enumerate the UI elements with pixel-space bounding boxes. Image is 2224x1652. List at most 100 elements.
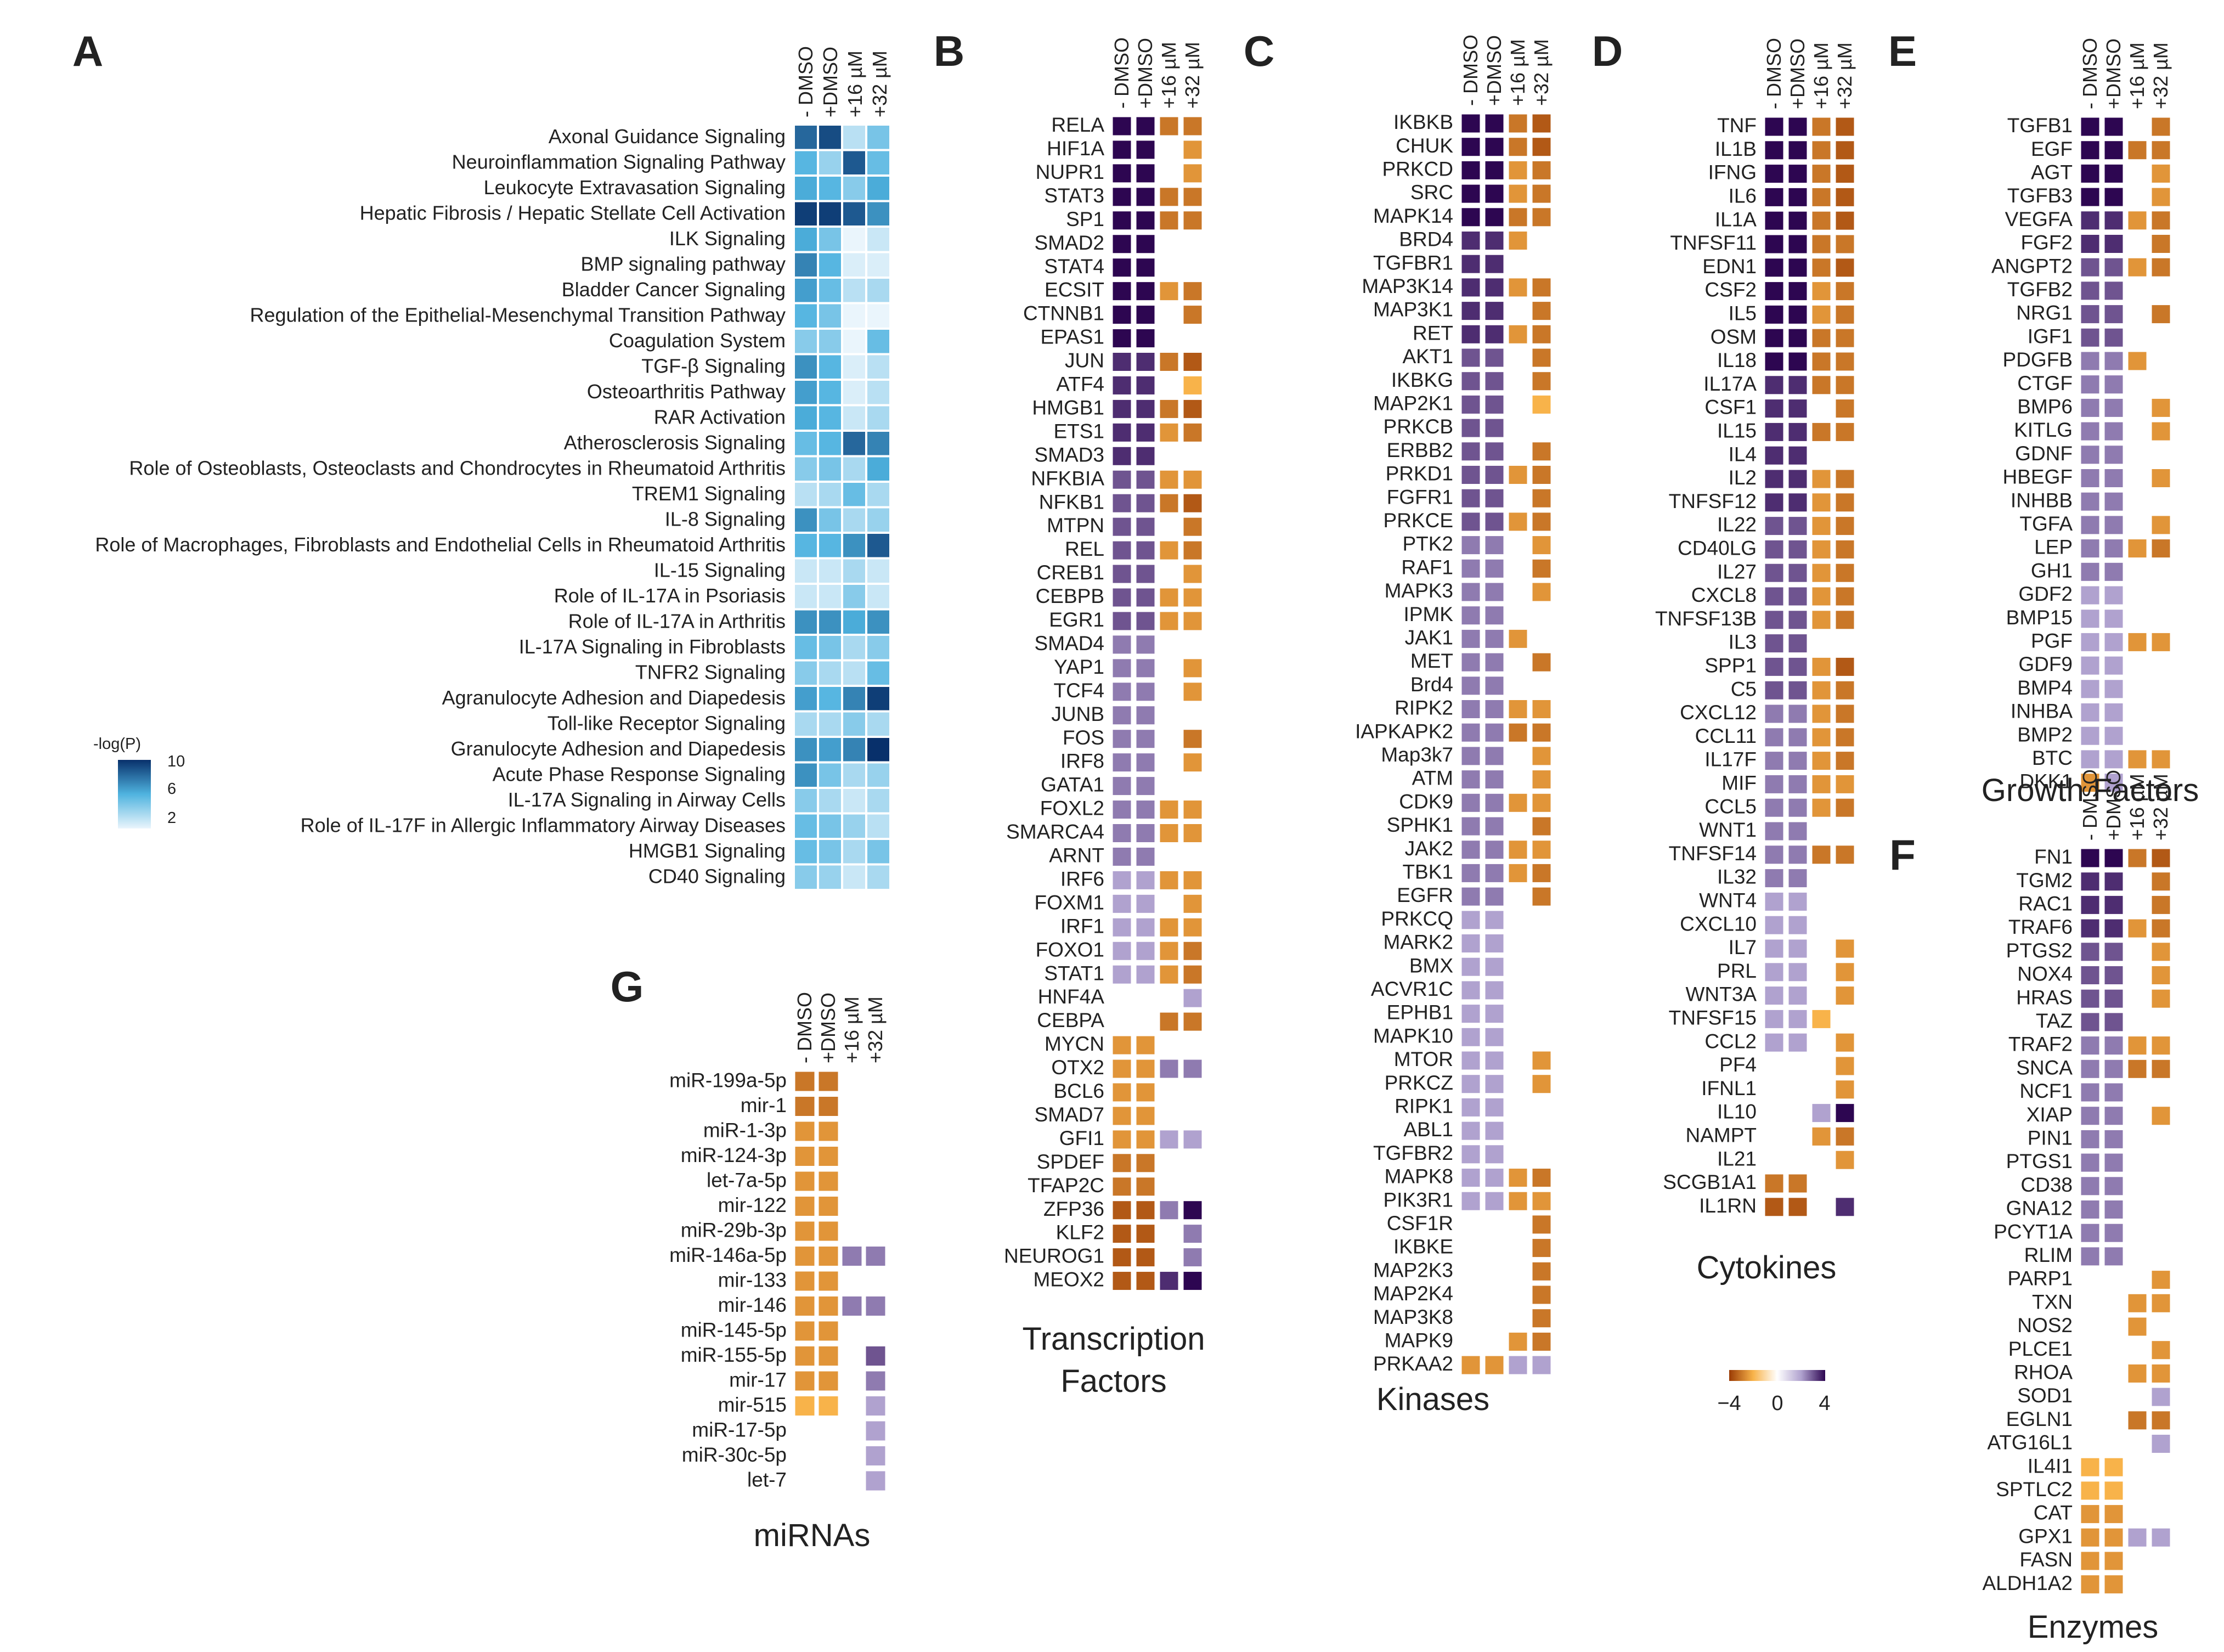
panel-d-cell: [1810, 139, 1832, 161]
panel-f-row-label: PTGS2: [2006, 939, 2073, 962]
panel-c-cell: [1460, 651, 1482, 673]
panel-g-row-label: miR-146a-5p: [669, 1244, 787, 1266]
panel-a-cell: [842, 176, 866, 201]
panel-d-cell: [1763, 303, 1785, 325]
panel-e-cell: [2126, 631, 2148, 653]
panel-d-cell: [1787, 703, 1809, 725]
panel-f-cell: [2126, 1409, 2148, 1431]
panel-d-cell: [1787, 374, 1809, 396]
panel-g-row-label: mir-1: [741, 1094, 787, 1117]
panel-d-cell: [1763, 468, 1785, 490]
panel-a-cell: [842, 584, 866, 610]
panel-c-cell: [1460, 277, 1482, 298]
panel-d-row-label: PF4: [1719, 1053, 1757, 1076]
panel-c-cell: [1460, 230, 1482, 251]
panel-a-cell: [818, 813, 842, 839]
panel-e-cell: [2079, 420, 2101, 442]
panel-f-row-label: EGLN1: [2006, 1408, 2073, 1430]
panel-e-cell: [2103, 116, 2125, 138]
panel-f-title: Enzymes: [2028, 1609, 2159, 1645]
panel-b-cell: [1134, 351, 1156, 373]
panel-b-cell: [1111, 916, 1133, 938]
panel-g-cell: [817, 1320, 840, 1343]
panel-f-row-label: CD38: [2020, 1174, 2073, 1196]
panel-g-cell: [817, 1195, 840, 1217]
panel-a-cell: [866, 482, 890, 508]
panel-c-cell: [1483, 534, 1505, 556]
panel-a-cell: [794, 278, 818, 303]
panel-b-row-label: EGR1: [1049, 608, 1104, 631]
panel-c-cell: [1460, 253, 1482, 275]
panel-a-cell: [794, 635, 818, 661]
panel-a-cell: [794, 176, 818, 201]
legend-a-tick: 10: [167, 753, 185, 770]
panel-b-row-label: STAT1: [1044, 962, 1104, 984]
panel-c-cell: [1531, 1354, 1553, 1376]
panel-b-row-label: SMAD7: [1035, 1103, 1104, 1126]
panel-b-cell: [1111, 775, 1133, 797]
panel-a-cell: [866, 584, 890, 610]
panel-d-cell: [1787, 938, 1809, 960]
panel-a-cell: [794, 762, 818, 788]
panel-b-cell: [1111, 681, 1133, 703]
panel-a-cell: [866, 252, 890, 278]
panel-b-cell: [1158, 799, 1180, 821]
panel-d-cell: [1810, 797, 1832, 819]
panel-d-cell: [1834, 1196, 1856, 1218]
panel-f-row-label: GPX1: [2018, 1525, 2073, 1547]
panel-c-cell: [1507, 323, 1529, 345]
panel-e-row-label: IGF1: [2028, 325, 2073, 347]
panel-c-cell: [1483, 253, 1505, 275]
panel-d-cell: [1834, 1031, 1856, 1053]
panel-a-letter: A: [72, 27, 103, 75]
panel-b-cell: [1111, 1129, 1133, 1151]
panel-c-cell: [1507, 862, 1529, 884]
panel-e-cell: [2150, 538, 2172, 560]
panel-e-row-label: GDNF: [2015, 442, 2073, 465]
panel-a-cell: [794, 201, 818, 227]
panel-a-cell: [794, 507, 818, 533]
panel-c-cell: [1483, 909, 1505, 931]
panel-f-cell: [2079, 1574, 2101, 1595]
panel-c-row-label: SPHK1: [1387, 814, 1453, 836]
panel-b-cell: [1134, 916, 1156, 938]
panel-b-cell: [1158, 115, 1180, 137]
panel-d-row-label: IL4: [1729, 443, 1757, 465]
panel-a-cell: [866, 711, 890, 737]
panel-c-cell: [1483, 136, 1505, 158]
panel-e-cell: [2103, 233, 2125, 255]
panel-c-cell: [1531, 792, 1553, 814]
panel-b-cell: [1111, 304, 1133, 326]
panel-d-cell: [1763, 421, 1785, 443]
panel-d-column-label: +32 µM: [1833, 42, 1856, 109]
panel-d-cell: [1787, 914, 1809, 936]
panel-f-cell: [2126, 1292, 2148, 1314]
panel-b-cell: [1182, 351, 1204, 373]
panel-f-cell: [2150, 871, 2172, 893]
panel-e-cell: [2126, 748, 2148, 770]
panel-c-row-label: MTOR: [1394, 1048, 1453, 1070]
panel-c-row-label: PIK3R1: [1383, 1188, 1453, 1211]
panel-f-cell: [2079, 1503, 2101, 1525]
panel-d-cell: [1810, 609, 1832, 631]
panel-a-row-label: Hepatic Fibrosis / Hepatic Stellate Cell…: [360, 201, 786, 224]
panel-d-row-label: IL3: [1729, 631, 1757, 653]
panel-d-cell: [1810, 773, 1832, 795]
panel-d-cell: [1787, 538, 1809, 560]
panel-b-row-label: EPAS1: [1040, 326, 1104, 348]
panel-c-cell: [1460, 183, 1482, 205]
panel-b-row-label: MYCN: [1045, 1033, 1104, 1055]
panel-b-cell: [1111, 1152, 1133, 1174]
panel-f-cell: [2079, 941, 2101, 963]
panel-d-cell: [1763, 163, 1785, 185]
panel-a-row-label: Toll-like Receptor Signaling: [547, 712, 786, 734]
panel-f-cell: [2150, 847, 2172, 869]
panel-a-cell: [794, 711, 818, 737]
panel-d-cell: [1763, 844, 1785, 866]
panel-g-cell: [840, 1245, 863, 1267]
panel-e-cell: [2079, 584, 2101, 606]
panel-d-cell: [1810, 538, 1832, 560]
panel-f-cell: [2079, 1035, 2101, 1057]
panel-e-cell: [2079, 772, 2101, 794]
panel-f-cell: [2079, 1105, 2101, 1127]
